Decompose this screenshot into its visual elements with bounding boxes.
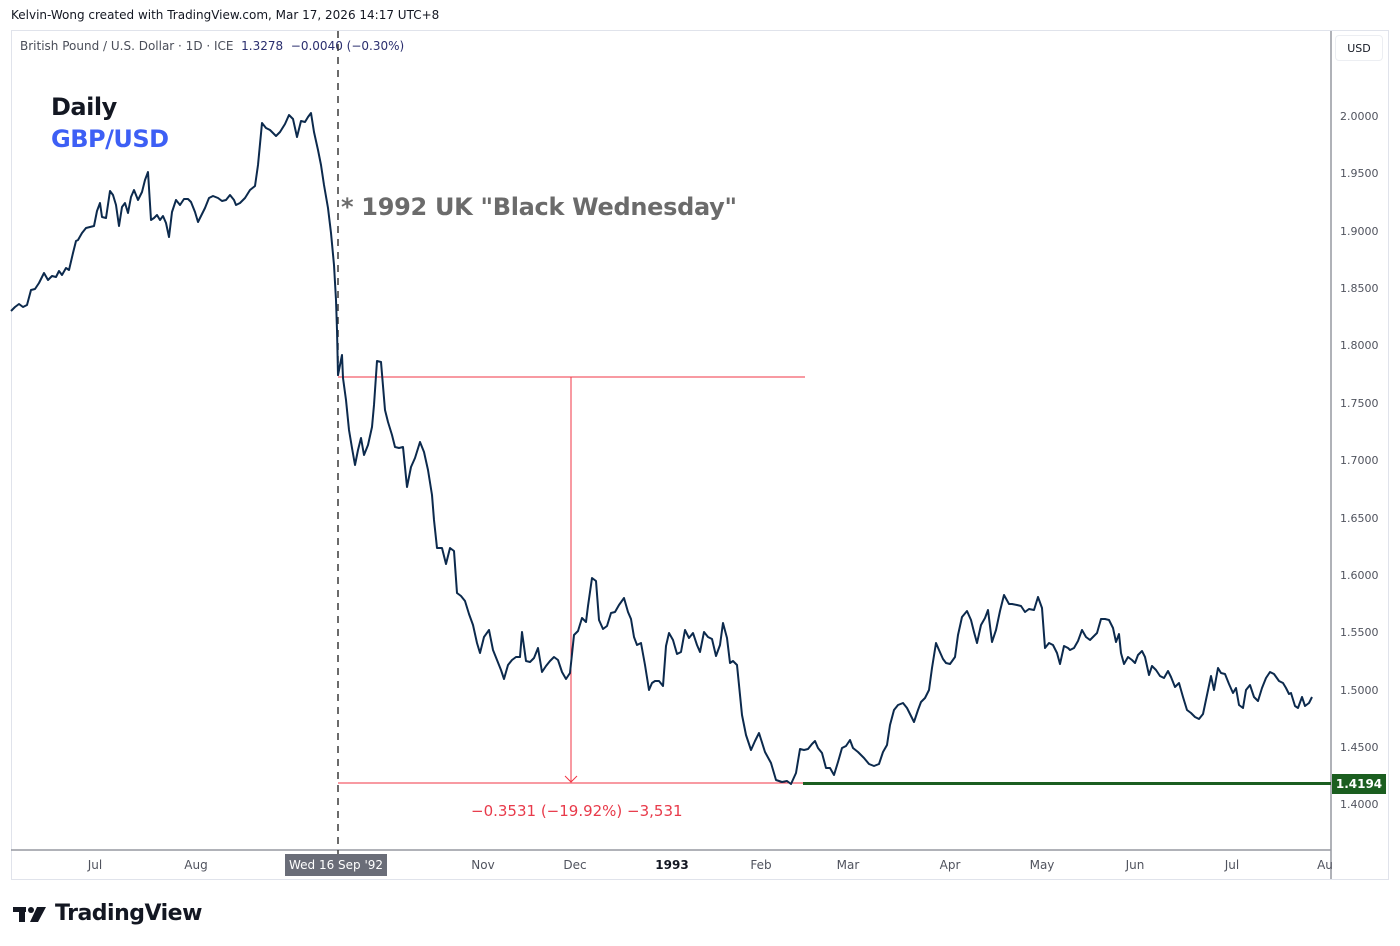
price-tick: 1.7500 [1340, 397, 1379, 410]
measure-label: −0.3531 (−19.92%) −3,531 [471, 802, 683, 820]
price-tick: 1.9000 [1340, 225, 1379, 238]
price-tick: 1.5000 [1340, 684, 1379, 697]
currency-button[interactable]: USD [1335, 35, 1383, 61]
tradingview-logo-icon [13, 906, 46, 922]
chart-frame [11, 30, 1389, 880]
chart-credit: Kelvin-Wong created with TradingView.com… [11, 8, 440, 22]
price-tick: 1.4500 [1340, 741, 1379, 754]
crosshair-date-label: Wed 16 Sep '92 [285, 854, 387, 876]
price-change-value: −0.0040 [290, 39, 343, 53]
time-tick: Au [1317, 858, 1333, 872]
timeframe-title: Daily [51, 93, 117, 121]
event-annotation[interactable]: * 1992 UK "Black Wednesday" [341, 193, 737, 221]
time-tick: Apr [939, 858, 961, 872]
price-range-measure[interactable] [338, 376, 805, 784]
brand-name: TradingView [55, 901, 202, 926]
price-tick: 1.9500 [1340, 167, 1379, 180]
symbol-legend: British Pound / U.S. Dollar · 1D · ICE 1… [20, 39, 404, 53]
time-tick: Feb [750, 858, 772, 872]
time-tick: Aug [184, 858, 208, 872]
price-tick: 1.6500 [1340, 512, 1379, 525]
price-tick: 1.4000 [1340, 798, 1379, 811]
tradingview-brand[interactable]: TradingView [13, 901, 202, 926]
time-tick-year: 1993 [655, 858, 689, 872]
price-change-percent: (−0.30%) [346, 39, 405, 53]
price-line [10, 112, 1313, 785]
price-tick: 1.8500 [1340, 282, 1379, 295]
price-tick: 1.8000 [1340, 339, 1379, 352]
symbol-description[interactable]: British Pound / U.S. Dollar · 1D · ICE [20, 39, 234, 53]
time-tick: Dec [563, 858, 587, 872]
pair-title: GBP/USD [51, 125, 169, 153]
price-tick: 2.0000 [1340, 110, 1379, 123]
time-tick: Jul [87, 858, 103, 872]
time-tick: Jul [1224, 858, 1240, 872]
price-axis[interactable]: 2.0000 1.9500 1.9000 1.8500 1.8000 1.750… [1331, 31, 1388, 879]
time-tick: Nov [471, 858, 495, 872]
time-tick: May [1029, 858, 1055, 872]
time-tick: Mar [836, 858, 860, 872]
price-tick: 1.5500 [1340, 626, 1379, 639]
last-price-value: 1.3278 [241, 39, 284, 53]
support-price-label: 1.4194 [1332, 774, 1386, 794]
price-tick: 1.6000 [1340, 569, 1379, 582]
price-tick: 1.7000 [1340, 454, 1379, 467]
measure-arrow-icon [564, 775, 578, 783]
time-tick: Jun [1125, 858, 1145, 872]
